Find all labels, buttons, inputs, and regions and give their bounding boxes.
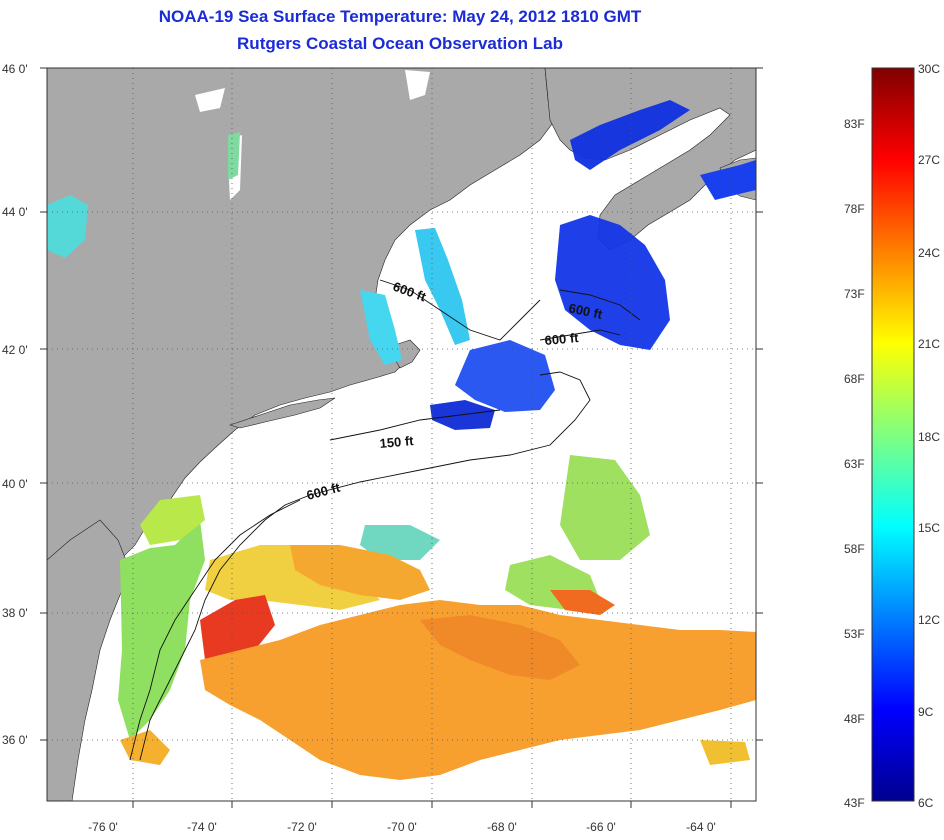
sst-gulf-stream-main	[200, 600, 756, 780]
sst-coastal-mass	[360, 290, 402, 365]
lat-label-36: 36 0'	[2, 733, 28, 747]
colorbar-label-c: 24C	[918, 246, 941, 260]
colorbar-label-f: 63F	[844, 457, 865, 471]
sst-scotian-shelf	[555, 215, 670, 350]
lon-label-64: -64 0'	[686, 820, 716, 834]
colorbar-label-c: 12C	[918, 613, 941, 627]
lon-label-74: -74 0'	[187, 820, 217, 834]
isobath-600ft-ns	[559, 289, 641, 321]
sst-nj-shelf	[140, 495, 205, 545]
sst-south-patch	[700, 740, 750, 765]
lon-label-72: -72 0'	[287, 820, 317, 834]
lat-label-46: 46 0'	[2, 62, 28, 76]
sst-warm-core-ring	[560, 455, 650, 560]
lake	[195, 88, 225, 112]
graticule	[47, 68, 756, 801]
isobath-label: 150 ft	[379, 433, 415, 451]
lon-label-68: -68 0'	[487, 820, 517, 834]
colorbar-label-f: 58F	[844, 542, 865, 556]
lake	[405, 70, 430, 100]
lon-label-66: -66 0'	[586, 820, 616, 834]
sst-east-patch	[700, 160, 756, 200]
colorbar-label-c: 21C	[918, 337, 941, 351]
map-subtitle: Rutgers Coastal Ocean Observation Lab	[237, 34, 563, 53]
colorbar-label-c: 9C	[918, 705, 934, 719]
sst-gulf-stream-core	[420, 615, 580, 680]
sst-mid-atlantic-shelf	[118, 520, 205, 740]
lat-label-44: 44 0'	[2, 205, 28, 219]
colorbar	[871, 67, 915, 802]
lon-label-76: -76 0'	[88, 820, 118, 834]
isobath-150ft	[329, 409, 501, 441]
lon-label-70: -70 0'	[387, 820, 417, 834]
sst-gulf-maine-west	[415, 228, 470, 345]
isobath-label: 600 ft	[544, 330, 580, 348]
long-island-land	[229, 397, 336, 429]
colorbar-label-c: 27C	[918, 153, 941, 167]
colorbar-label-c: 18C	[918, 430, 941, 444]
isobath-600ft-shelf	[139, 371, 591, 761]
sst-inland-lake	[228, 132, 240, 180]
colorbar-label-f: 43F	[844, 796, 865, 810]
sst-gulf-stream-hot	[550, 590, 615, 615]
colorbar-label-c: 15C	[918, 521, 941, 535]
sst-patches	[47, 100, 756, 780]
isobath-600ft-gom	[379, 279, 541, 341]
isobath-150ft-mid	[129, 499, 301, 761]
map-title: NOAA-19 Sea Surface Temperature: May 24,…	[158, 7, 642, 26]
sst-bay-of-fundy	[570, 100, 690, 170]
colorbar-label-f: 48F	[844, 712, 865, 726]
isobath-600ft-east	[539, 329, 621, 341]
sst-gulf-stream-orange	[290, 545, 430, 600]
sst-slope-water	[360, 525, 440, 560]
colorbar-label-c: 30C	[918, 62, 941, 76]
sst-hatteras-patch	[120, 730, 170, 765]
colorbar-label-f: 83F	[844, 117, 865, 131]
colorbar-label-f: 53F	[844, 627, 865, 641]
axis-ticks	[40, 67, 763, 808]
sst-georges-bank	[455, 340, 555, 412]
map-frame	[46, 67, 757, 802]
colorbar-label-f: 68F	[844, 372, 865, 386]
lat-label-42: 42 0'	[2, 343, 28, 357]
lat-label-38: 38 0'	[2, 606, 28, 620]
isobaths	[129, 279, 641, 761]
colorbar-label-c: 6C	[918, 796, 934, 810]
isobath-label: 600 ft	[567, 300, 604, 322]
sst-lake-patch	[47, 195, 88, 258]
colorbar-label-f: 78F	[844, 202, 865, 216]
colorbar-label-f: 73F	[844, 287, 865, 301]
lat-label-40: 40 0'	[2, 477, 28, 491]
